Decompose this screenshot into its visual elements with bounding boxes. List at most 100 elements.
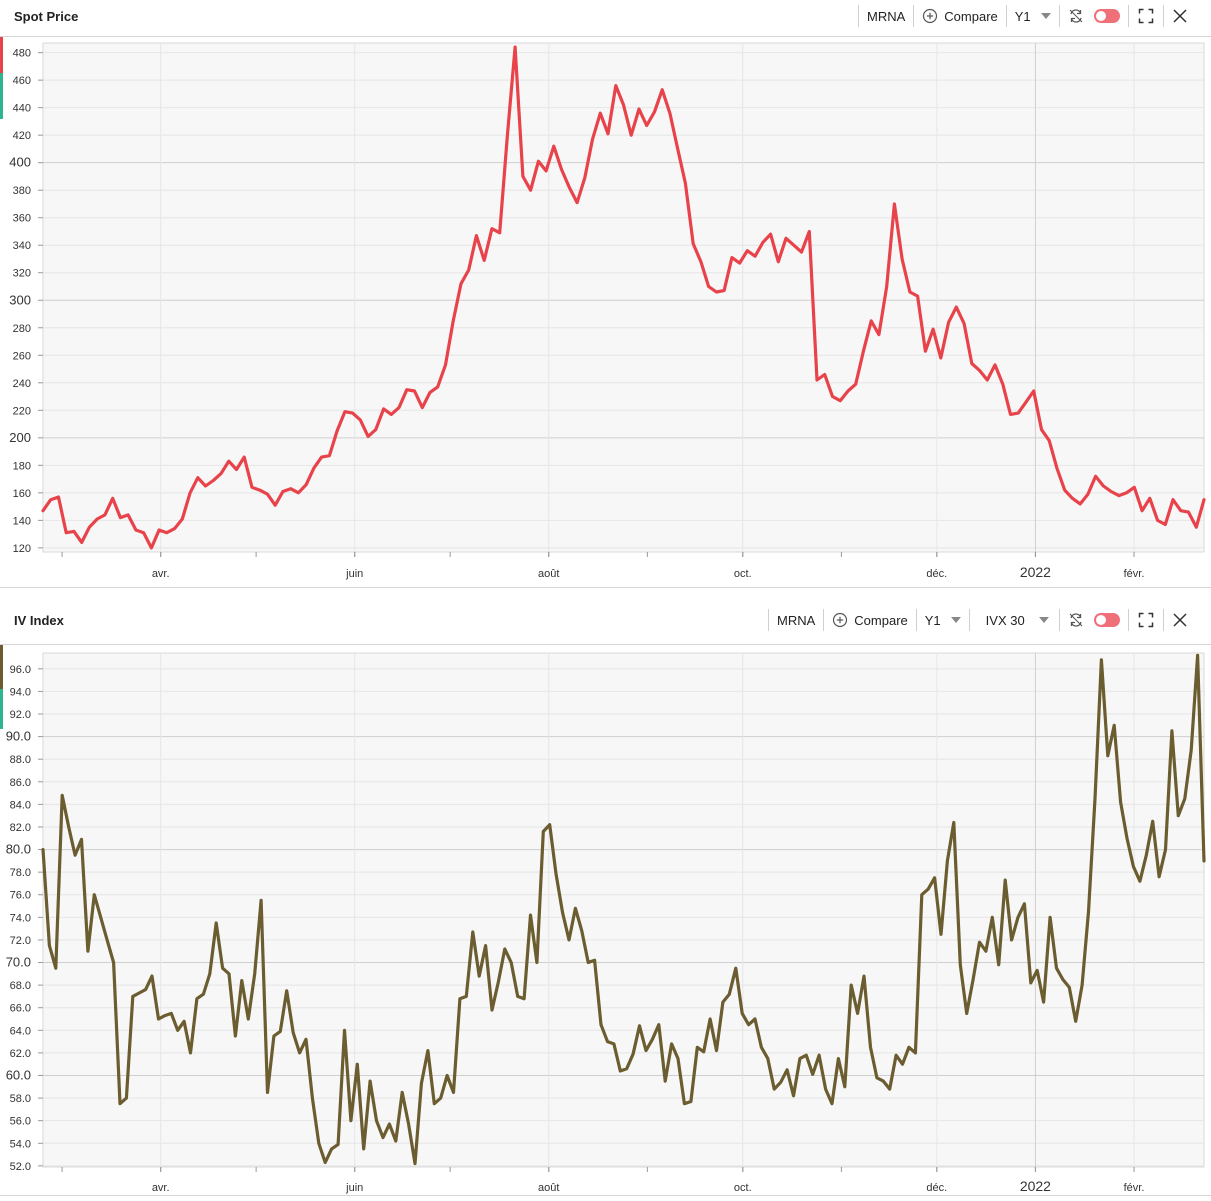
spot-price-chart[interactable]: 120 140 160 180 200 220 240 260 280 300 320 340 360 3…: [0, 37, 1211, 587]
ticker-button[interactable]: MRNA: [769, 604, 823, 636]
compare-label: Compare: [854, 612, 908, 628]
panel-header: IV Index MRNA Compare Y1 IVX 30: [0, 604, 1211, 636]
toggle-switch-icon: [1093, 9, 1120, 23]
y-tick-label: 120: [13, 543, 31, 555]
close-icon: [1173, 613, 1187, 627]
ivx-label: IVX 30: [985, 612, 1025, 628]
series-marker-red: [0, 37, 3, 73]
y-tick-label: 460: [13, 75, 31, 87]
x-tick-label: août: [538, 568, 559, 580]
compare-button[interactable]: Compare: [824, 604, 915, 636]
x-tick-label: juin: [345, 1182, 363, 1194]
chart-area: 52.0 54.0 56.0 58.0 60.0 62.0 64.0 66.0 68.0 70.0…: [0, 644, 1211, 1196]
divider: [1127, 609, 1129, 631]
divider: [913, 5, 915, 27]
divider: [915, 609, 917, 631]
iv-index-chart[interactable]: 52.0 54.0 56.0 58.0 60.0 62.0 64.0 66.0 68.0 70.0…: [0, 645, 1211, 1195]
y-tick-label: 260: [13, 350, 31, 362]
x-tick-label: 2022: [1020, 1178, 1051, 1194]
y-tick-label: 68.0: [10, 980, 31, 992]
ticker-button[interactable]: MRNA: [859, 0, 913, 32]
toggle-switch[interactable]: [1092, 0, 1128, 32]
y-tick-label: 280: [13, 323, 31, 335]
chevron-down-icon: [1038, 617, 1049, 623]
toggle-switch-icon: [1093, 613, 1120, 627]
plus-circle-icon: [833, 612, 848, 628]
x-tick-label: oct.: [734, 1182, 752, 1194]
x-tick-label: 2022: [1020, 564, 1051, 580]
y-tick-label: 380: [13, 185, 31, 197]
spot-price-panel: Spot Price MRNA Compare Y1: [0, 0, 1211, 590]
y-tick-label: 420: [13, 130, 31, 142]
expand-icon: [1138, 8, 1153, 24]
ticker-label: MRNA: [867, 8, 906, 24]
close-button[interactable]: [1164, 604, 1196, 636]
y-tick-label: 84.0: [10, 799, 31, 811]
plot-background: [42, 652, 1205, 1168]
sync-button[interactable]: [1060, 604, 1092, 636]
compare-button[interactable]: Compare: [914, 0, 1005, 32]
y-tick-label: 90.0: [6, 729, 31, 744]
divider: [768, 609, 769, 631]
y-tick-label: 76.0: [10, 890, 31, 902]
sync-button[interactable]: [1060, 0, 1092, 32]
y-tick-label: 480: [13, 48, 31, 60]
x-tick-label: févr.: [1124, 1182, 1145, 1194]
y-tick-label: 64.0: [10, 1025, 31, 1037]
y-tick-label: 240: [13, 378, 31, 390]
x-tick-label: déc.: [926, 1182, 947, 1194]
x-tick-label: avr.: [152, 1182, 170, 1194]
series-line: [41, 45, 1206, 550]
y-tick-label: 96.0: [10, 664, 31, 676]
chevron-down-icon: [950, 617, 961, 623]
close-button[interactable]: [1164, 0, 1196, 32]
plus-circle-icon: [923, 8, 938, 24]
divider: [823, 609, 825, 631]
expand-icon: [1138, 612, 1153, 628]
divider: [858, 5, 859, 27]
y-tick-label: 78.0: [10, 867, 31, 879]
y-tick-label: 80.0: [6, 842, 31, 857]
chart-area: 120 140 160 180 200 220 240 260 280 300 320 340 360 3…: [0, 36, 1211, 588]
expand-button[interactable]: [1129, 0, 1163, 32]
y-tick-label: 140: [13, 515, 31, 527]
toggle-switch[interactable]: [1092, 604, 1128, 636]
panel-toolbar: MRNA Compare Y1 IVX 30: [768, 604, 1196, 636]
period-select[interactable]: Y1: [917, 604, 969, 636]
divider: [1162, 609, 1164, 631]
panel-title: Spot Price: [14, 9, 79, 24]
period-label: Y1: [1014, 8, 1031, 24]
divider: [1162, 5, 1164, 27]
series-marker-green: [0, 689, 3, 729]
expand-button[interactable]: [1129, 604, 1163, 636]
series-marker-green: [0, 73, 3, 119]
y-tick-label: 54.0: [10, 1138, 31, 1150]
y-tick-label: 300: [9, 292, 31, 307]
iv-index-panel: IV Index MRNA Compare Y1 IVX 30: [0, 604, 1211, 1201]
y-tick-label: 220: [13, 405, 31, 417]
panel-title: IV Index: [14, 613, 64, 628]
y-tick-label: 82.0: [10, 822, 31, 834]
y-tick-label: 66.0: [10, 1003, 31, 1015]
y-tick-label: 440: [13, 103, 31, 115]
compare-label: Compare: [944, 8, 998, 24]
x-tick-label: avr.: [152, 568, 170, 580]
x-tick-label: févr.: [1124, 568, 1145, 580]
y-tick-label: 88.0: [10, 754, 31, 766]
sync-icon: [1069, 613, 1083, 627]
x-tick-label: oct.: [734, 568, 752, 580]
y-tick-label: 74.0: [10, 912, 31, 924]
divider: [1127, 5, 1129, 27]
ticker-label: MRNA: [777, 612, 816, 628]
y-tick-label: 70.0: [6, 955, 31, 970]
y-tick-label: 86.0: [10, 777, 31, 789]
y-tick-label: 58.0: [10, 1093, 31, 1105]
y-tick-label: 72.0: [10, 935, 31, 947]
series-marker-olive: [0, 645, 3, 689]
y-tick-label: 52.0: [10, 1161, 31, 1173]
ivx-select[interactable]: IVX 30: [970, 604, 1059, 636]
divider: [968, 609, 970, 631]
panel-header: Spot Price MRNA Compare Y1: [0, 0, 1211, 32]
period-select[interactable]: Y1: [1007, 0, 1059, 32]
y-tick-label: 320: [13, 268, 31, 280]
